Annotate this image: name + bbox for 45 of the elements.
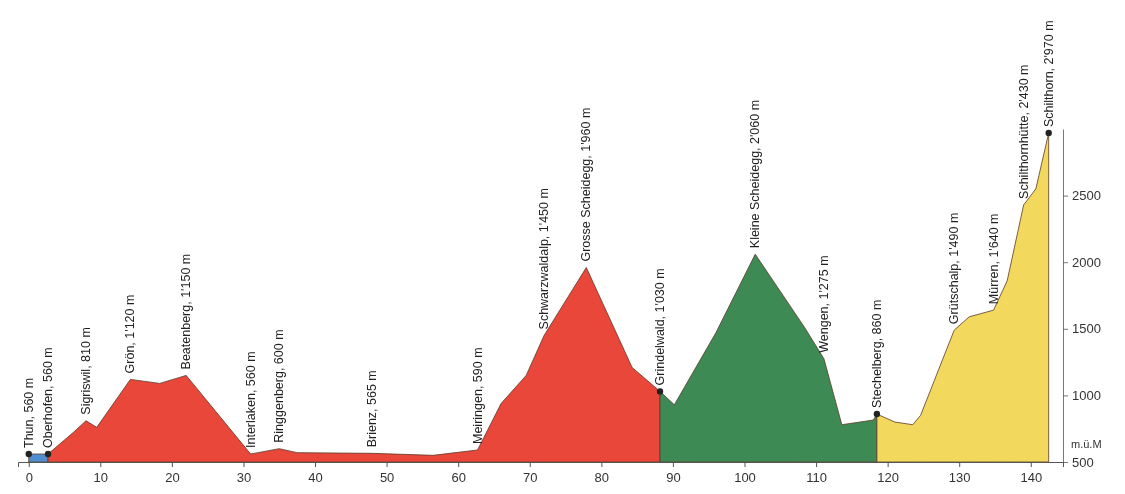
annotation: Grindelwald, 1'030 m [653,268,668,386]
x-tick-label: 100 [734,470,756,486]
point [656,388,664,395]
x-tick-label: 60 [451,470,466,486]
x-tick-label: 80 [594,470,610,486]
annotation: Oberhofen, 560 m [41,347,56,449]
x-tick-label: 50 [379,470,395,486]
point [873,410,881,418]
x-tick-label: 90 [666,470,681,486]
y-tick-label: 500 [1072,454,1094,470]
x-tick-label: 120 [877,470,899,486]
y-axis-title: m.ü.M [1071,438,1102,450]
annotation: Mürren, 1'640 m [986,213,1001,305]
annotation: Sigriswil, 810 m [79,327,93,415]
x-tick-label: 20 [165,470,180,486]
point [25,450,32,458]
annotation: Schilthorn, 2'970 m [1041,20,1056,127]
y-tick-label: 1000 [1072,388,1101,404]
annotation: Beatenberg, 1'150 m [179,253,194,370]
annotation: Brienz, 565 m [365,370,380,448]
x-tick-label: 0 [25,470,33,486]
point [1045,129,1052,137]
x-tick-label: 30 [236,470,252,486]
x-tick-label: 110 [806,470,827,486]
y-tick-label: 2000 [1072,254,1101,270]
annotation: Schilthornhütte, 2'430 m [1016,64,1031,199]
y-tick-label: 1500 [1072,321,1101,337]
annotation: Grosse Scheidegg, 1'960 m [579,107,594,262]
annotation: Kleine Scheidegg, 2'060 m [748,99,763,249]
y-tick-label: 2500 [1072,188,1101,204]
annotation: Schwarzwaldalp, 1'450 m [537,188,552,330]
point [44,450,52,458]
annotation: Meiringen, 590 m [470,347,485,445]
annotation: Interlaken, 560 m [243,351,258,449]
x-tick-label: 40 [308,470,323,486]
x-tick-label: 140 [1020,470,1043,486]
annotation: Ringgenberg, 600 m [272,329,287,443]
annotation: Grütschalp, 1'490 m [947,212,962,325]
x-tick-label: 130 [948,470,971,486]
x-tick-label: 70 [523,470,538,486]
annotation: Stechelberg, 860 m [869,299,884,409]
annotation: Grön, 1'120 m [123,294,138,374]
annotation: Wengen, 1'275 m [816,255,831,353]
x-tick-label: 10 [93,470,109,486]
annotation: Thun, 560 m [21,377,36,449]
